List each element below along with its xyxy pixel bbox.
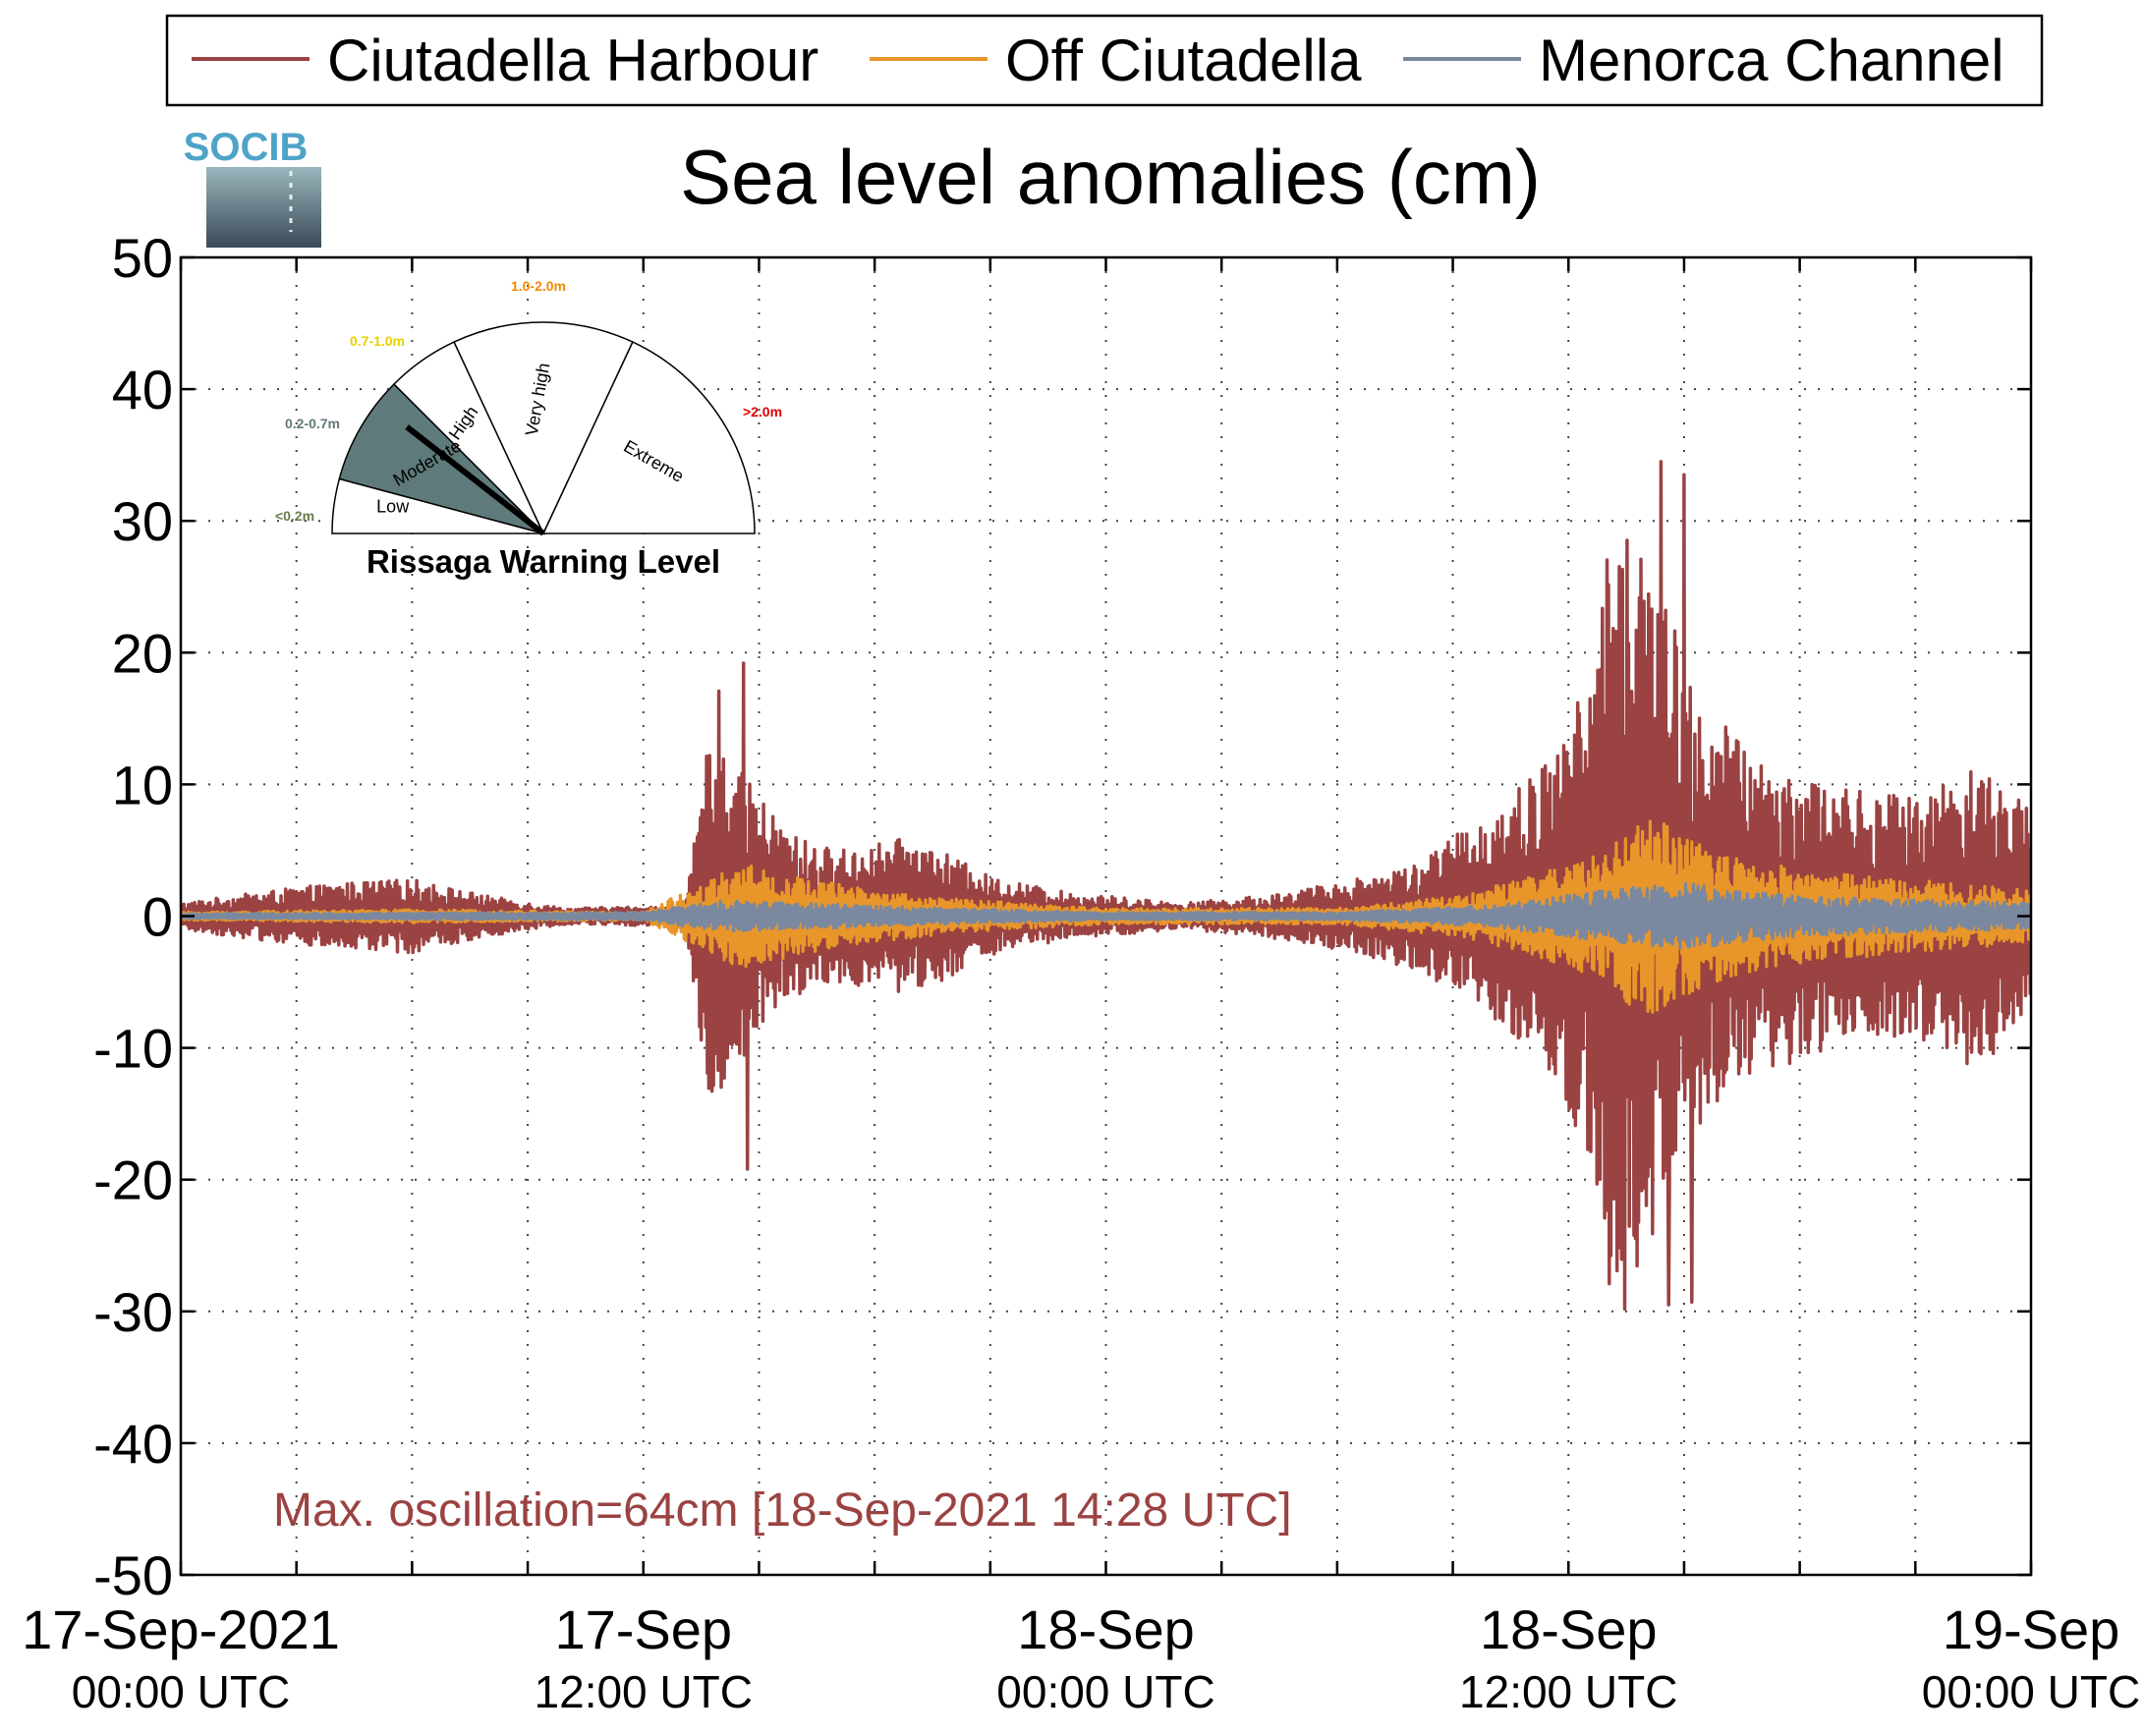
gauge-needle xyxy=(405,424,545,536)
x-tick-label-time: 00:00 UTC xyxy=(996,1666,1214,1717)
chart-title: Sea level anomalies (cm) xyxy=(680,134,1541,220)
legend-label-harbour: Ciutadella Harbour xyxy=(327,28,818,93)
socib-logo-mark xyxy=(206,167,321,248)
x-tick-label-date: 17-Sep xyxy=(554,1598,732,1660)
y-tick-label: -20 xyxy=(93,1149,173,1211)
series-layer xyxy=(181,460,2031,1312)
y-tick-label: 40 xyxy=(112,359,173,420)
gauge-range-low: <0.2m xyxy=(275,508,314,524)
y-tick-label: 0 xyxy=(142,886,173,948)
gauge-title: Rissaga Warning Level xyxy=(367,543,720,580)
x-tick-label-date: 18-Sep xyxy=(1480,1598,1658,1660)
gauge-range-extreme: >2.0m xyxy=(743,404,782,420)
y-axis: 50 40 30 20 10 0 -10 -20 -30 -40 -50 xyxy=(93,227,2031,1606)
socib-logo-text: SOCIB xyxy=(184,126,309,169)
gauge-sector-very-high xyxy=(453,321,634,535)
socib-logo: SOCIB xyxy=(184,126,321,248)
max-oscillation-annotation: Max. oscillation=64cm [18-Sep-2021 14:28… xyxy=(273,1484,1292,1537)
y-tick-label: -30 xyxy=(93,1281,173,1343)
legend: Ciutadella Harbour Off Ciutadella Menorc… xyxy=(165,14,2044,107)
y-tick-label: -50 xyxy=(93,1544,173,1606)
y-tick-label: 50 xyxy=(112,227,173,289)
series-line-menorca-channel xyxy=(181,881,2031,950)
legend-label-off-ciutadella: Off Ciutadella xyxy=(1005,28,1362,93)
x-axis: 17-Sep-2021 00:00 UTC 17-Sep 12:00 UTC 18-Se… xyxy=(22,257,2140,1717)
gauge-range-high: 0.7-1.0m xyxy=(350,333,405,349)
x-tick-label-date: 18-Sep xyxy=(1017,1598,1195,1660)
x-tick-label-time: 12:00 UTC xyxy=(1459,1666,1677,1717)
y-tick-label: 30 xyxy=(112,490,173,552)
gauge-range-very-high: 1.0-2.0m xyxy=(511,278,566,294)
y-tick-label: 10 xyxy=(112,754,173,815)
y-tick-label: -40 xyxy=(93,1413,173,1475)
legend-label-menorca-channel: Menorca Channel xyxy=(1539,28,2004,93)
series-line-ciutadella-harbour xyxy=(181,460,2031,1312)
y-tick-label: -10 xyxy=(93,1018,173,1080)
gauge-range-moderate: 0.2-0.7m xyxy=(285,416,340,431)
x-tick-label-date: 17-Sep-2021 xyxy=(22,1598,340,1660)
x-tick-label-time: 12:00 UTC xyxy=(535,1666,753,1717)
x-tick-label-time: 00:00 UTC xyxy=(1922,1666,2140,1717)
x-tick-label-time: 00:00 UTC xyxy=(72,1666,290,1717)
gauge-label-low: Low xyxy=(376,497,410,517)
gauge-sector-extreme xyxy=(541,341,756,534)
legend-box xyxy=(165,14,2044,107)
y-tick-label: 20 xyxy=(112,622,173,684)
x-tick-label-date: 19-Sep xyxy=(1943,1598,2120,1660)
